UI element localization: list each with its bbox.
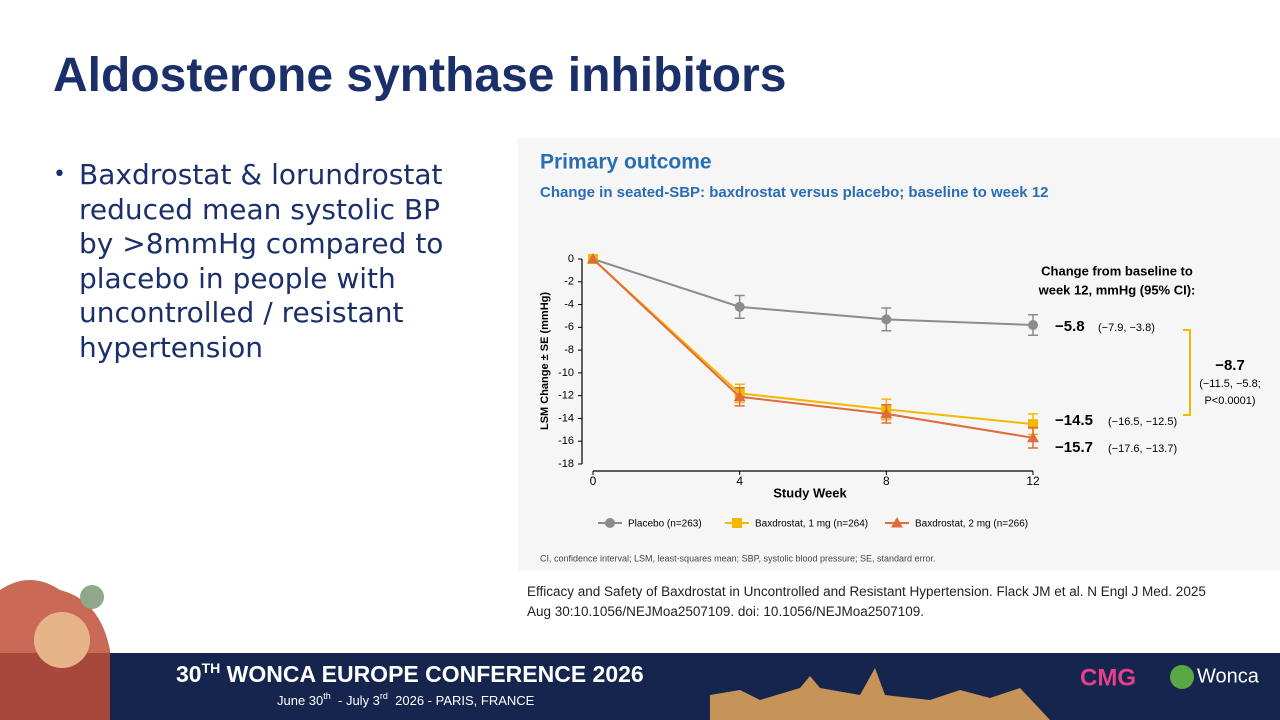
y-tick-label: -18	[558, 458, 574, 470]
logo-text: CMG	[1080, 664, 1136, 691]
illustration	[80, 585, 104, 609]
y-tick-label: -8	[564, 344, 574, 356]
legend-label: Placebo (n=263)	[628, 519, 702, 530]
logo-icon	[1170, 665, 1194, 689]
point	[1028, 320, 1038, 331]
conference-text: WONCA EUROPE CONFERENCE 2026	[220, 661, 643, 687]
y-tick-label: -4	[564, 298, 574, 310]
bullet-list: Baxdrostat & lorundrostat reduced mean s…	[53, 158, 473, 365]
bracket	[1183, 329, 1191, 416]
end-value: −14.5	[1055, 412, 1093, 429]
point	[880, 407, 893, 419]
superscript: TH	[202, 660, 221, 676]
y-tick-label: -16	[558, 435, 574, 447]
conference-dates: June 30th - July 3rd 2026 - PARIS, FRANC…	[277, 691, 535, 708]
y-tick-label: -6	[564, 321, 574, 333]
difference-detail: P<0.0001)	[1204, 395, 1255, 407]
illustration	[34, 612, 90, 668]
logo-text: Wonca	[1197, 665, 1260, 687]
citation: Efficacy and Safety of Baxdrostat in Unc…	[527, 584, 1206, 619]
point	[891, 517, 903, 528]
end-value: −5.8	[1055, 318, 1085, 335]
y-tick-label: -10	[558, 367, 574, 379]
x-tick-label: 8	[883, 474, 890, 488]
superscript: rd	[380, 691, 388, 701]
annotation-title: Change from baseline to	[1041, 263, 1193, 278]
date-text: 2026 - PARIS, FRANCE	[388, 693, 535, 708]
series-line	[592, 258, 1034, 327]
point	[733, 390, 746, 402]
point	[734, 301, 745, 312]
x-axis-label: Study Week	[773, 485, 847, 500]
end-value: −15.7	[1055, 439, 1093, 456]
bullet: Baxdrostat & lorundrostat reduced mean s…	[53, 158, 473, 365]
series-line	[592, 258, 1034, 426]
date-text: - July 3	[331, 693, 380, 708]
difference-value: −8.7	[1215, 357, 1245, 374]
skyline	[710, 668, 1050, 720]
annotation-title: week 12, mmHg (95% CI):	[1038, 282, 1196, 297]
decoration	[0, 580, 1050, 720]
point	[1028, 419, 1038, 430]
x-tick-label: 4	[736, 474, 743, 488]
y-tick-label: -2	[564, 276, 574, 288]
x-tick-label: 12	[1026, 474, 1040, 488]
end-ci: (−7.9, −3.8)	[1098, 322, 1155, 334]
conference-text: 30	[176, 661, 202, 687]
point	[605, 518, 615, 528]
x-tick-label: 0	[590, 474, 597, 488]
legend-label: Baxdrostat, 2 mg (n=266)	[915, 519, 1028, 530]
footer-bar	[0, 653, 1280, 720]
difference-detail: (−11.5, −5.8;	[1199, 378, 1261, 390]
point	[732, 518, 742, 528]
slide-title: Aldosterone synthase inhibitors	[53, 49, 787, 102]
point	[881, 314, 892, 325]
y-tick-label: 0	[568, 253, 574, 265]
legend-label: Baxdrostat, 1 mg (n=264)	[755, 519, 868, 530]
conference-title: 30TH WONCA EUROPE CONFERENCE 2026	[176, 660, 644, 687]
end-ci: (−16.5, −12.5)	[1108, 416, 1177, 428]
footnote: CI, confidence interval; LSM, least-squa…	[540, 553, 936, 563]
date-text: June 30	[277, 693, 323, 708]
series-line	[592, 258, 1034, 439]
y-tick-label: -14	[558, 412, 574, 424]
point	[1027, 431, 1039, 443]
chart-subtitle: Change in seated-SBP: baxdrostat versus …	[540, 184, 1049, 201]
end-ci: (−17.6, −13.7)	[1108, 443, 1177, 455]
y-tick-label: -12	[558, 390, 574, 402]
point	[587, 253, 599, 264]
superscript: th	[323, 691, 331, 701]
chart-title: Primary outcome	[540, 151, 712, 174]
y-axis-label: LSM Change ± SE (mmHg)	[539, 292, 551, 430]
chart-panel	[518, 138, 1280, 570]
